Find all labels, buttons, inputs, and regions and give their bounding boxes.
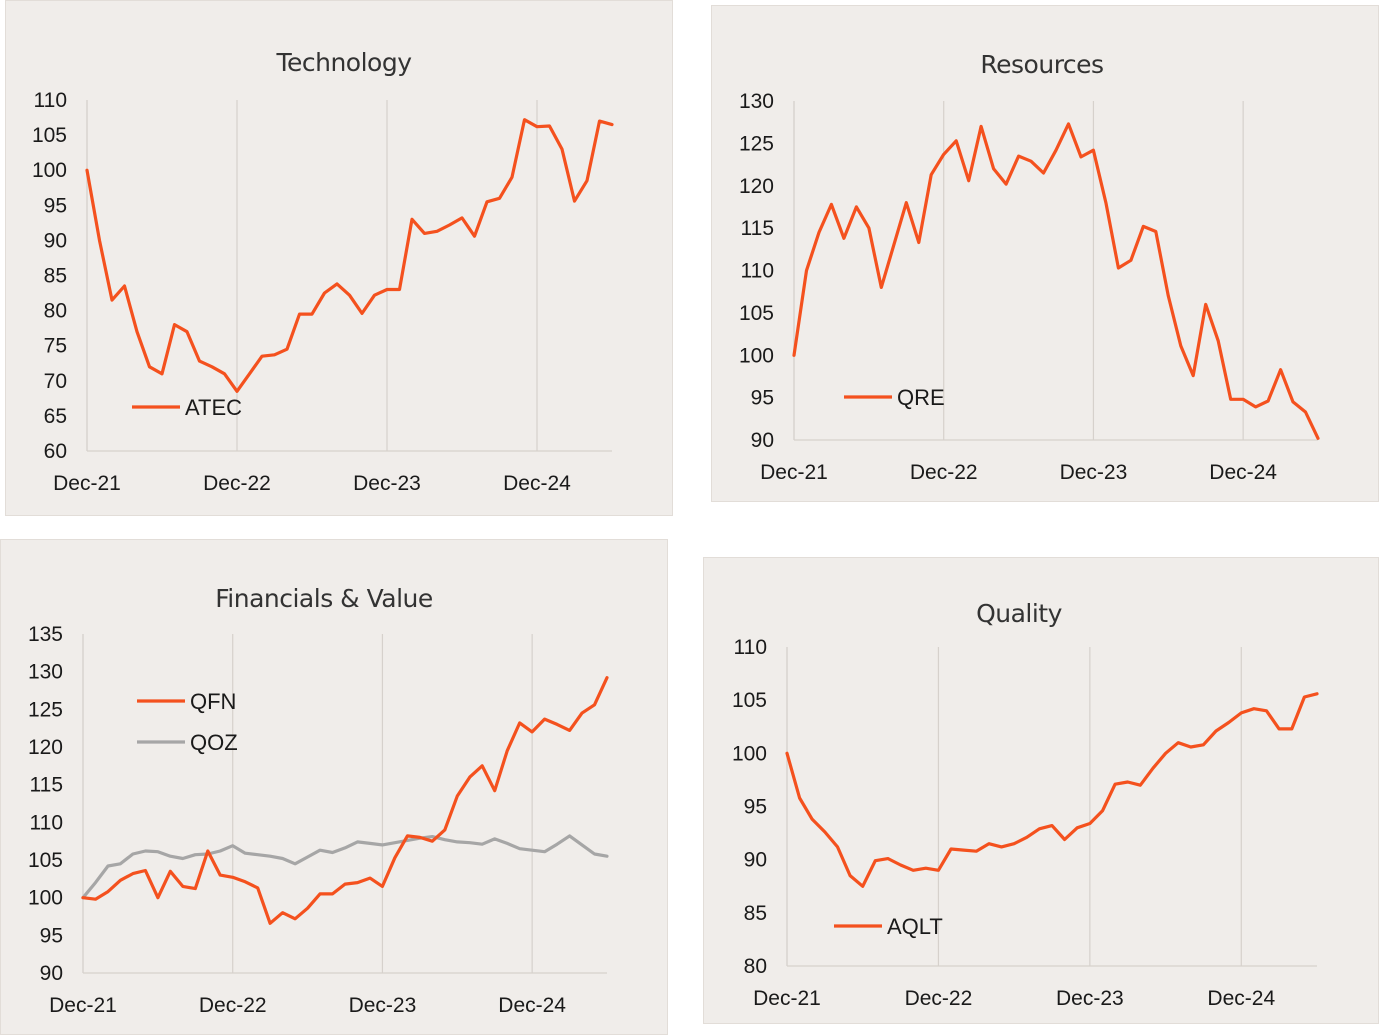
chart-resources: Resources 90 95 100 105 110 115 120 125 130 Dec-2… xyxy=(739,50,1320,484)
y-tick-label: 100 xyxy=(732,742,767,765)
x-tick-label: Dec-22 xyxy=(910,461,978,484)
legend-label: AQLT xyxy=(887,914,943,939)
y-tick-label: 95 xyxy=(751,387,774,410)
series-line-aqlt xyxy=(785,692,1319,888)
x-tick-label: Dec-22 xyxy=(905,987,973,1010)
x-tick-label: Dec-24 xyxy=(498,994,566,1017)
y-tick-label: 105 xyxy=(28,849,63,872)
chart-financials-value: Financials & Value 90 95 100 105 110 115 120 12… xyxy=(28,584,609,1017)
y-tick-label: 70 xyxy=(44,370,67,393)
y-tick-label: 75 xyxy=(44,335,67,358)
y-tick-label: 95 xyxy=(44,194,67,217)
x-tick-label: Dec-21 xyxy=(760,461,828,484)
gridlines xyxy=(786,647,1242,966)
y-tick-label: 100 xyxy=(28,887,63,910)
legend-item-qoz: QOZ xyxy=(137,730,238,755)
chart-panel-quality: Quality 80 85 90 95 100 105 110 Dec-21 Dec-22 Dec… xyxy=(703,557,1379,1024)
y-tick-label: 90 xyxy=(40,962,63,985)
y-tick-label: 105 xyxy=(732,689,767,712)
x-tick-label: Dec-24 xyxy=(503,472,571,495)
x-tick-label: Dec-21 xyxy=(753,987,821,1010)
legend-item-qfn: QFN xyxy=(137,689,236,714)
y-tick-label: 130 xyxy=(28,661,63,684)
chart-quality: Quality 80 85 90 95 100 105 110 Dec-21 Dec-22 Dec… xyxy=(732,599,1319,1010)
y-tick-label: 115 xyxy=(30,774,63,797)
x-tick-label: Dec-22 xyxy=(203,472,271,495)
y-tick-label: 60 xyxy=(44,440,67,463)
x-tick-label: Dec-22 xyxy=(199,994,267,1017)
series-line-qfn xyxy=(81,676,609,925)
y-tick-label: 85 xyxy=(744,902,767,925)
x-tick-label: Dec-21 xyxy=(49,994,117,1017)
x-tick-label: Dec-24 xyxy=(1207,987,1275,1010)
y-tick-label: 95 xyxy=(744,796,767,819)
series-line-qre xyxy=(792,122,1320,440)
gridlines xyxy=(793,101,1244,440)
y-tick-label: 95 xyxy=(40,924,63,947)
legend-item-atec: ATEC xyxy=(132,395,242,420)
y-tick-label: 80 xyxy=(744,955,767,978)
y-tick-label: 90 xyxy=(44,229,67,252)
y-tick-label: 65 xyxy=(44,405,67,428)
legend-item-qre: QRE xyxy=(844,385,945,410)
legend-label: QRE xyxy=(897,385,945,410)
y-tick-label: 110 xyxy=(34,89,67,112)
y-tick-label: 105 xyxy=(739,302,774,325)
chart-panel-technology: Technology 60 65 70 75 80 85 90 95 100 105 110 Dec-… xyxy=(5,0,673,516)
x-tick-label: Dec-23 xyxy=(1060,461,1128,484)
y-tick-label: 85 xyxy=(44,265,67,288)
legend-item-aqlt: AQLT xyxy=(834,914,943,939)
legend-label: QFN xyxy=(190,689,236,714)
series-line-atec xyxy=(85,118,614,393)
series-line-qoz xyxy=(81,834,609,900)
gridlines xyxy=(86,100,538,451)
chart-title: Technology xyxy=(275,48,412,77)
chart-title: Quality xyxy=(976,599,1063,628)
chart-title: Resources xyxy=(980,50,1103,79)
chart-title: Financials & Value xyxy=(215,584,433,613)
y-tick-label: 135 xyxy=(28,623,63,646)
gridlines xyxy=(82,634,533,973)
x-tick-label: Dec-23 xyxy=(353,472,421,495)
y-tick-label: 100 xyxy=(739,344,774,367)
y-tick-label: 125 xyxy=(739,132,774,155)
x-tick-label: Dec-21 xyxy=(53,472,121,495)
y-tick-label: 110 xyxy=(30,811,63,834)
y-tick-label: 110 xyxy=(741,260,774,283)
y-tick-label: 120 xyxy=(28,736,63,759)
chart-panel-financials-value: Financials & Value 90 95 100 105 110 115 120 12… xyxy=(0,539,668,1035)
x-tick-label: Dec-24 xyxy=(1209,461,1277,484)
y-tick-label: 90 xyxy=(744,849,767,872)
y-tick-label: 120 xyxy=(739,175,774,198)
chart-panel-resources: Resources 90 95 100 105 110 115 120 125 130 Dec-2… xyxy=(711,5,1379,502)
x-tick-label: Dec-23 xyxy=(349,994,417,1017)
y-tick-label: 90 xyxy=(751,429,774,452)
legend-label: QOZ xyxy=(190,730,238,755)
x-tick-label: Dec-23 xyxy=(1056,987,1124,1010)
y-tick-label: 125 xyxy=(28,698,63,721)
y-tick-label: 115 xyxy=(741,217,774,240)
y-tick-label: 100 xyxy=(32,159,67,182)
legend-label: ATEC xyxy=(185,395,242,420)
y-tick-label: 110 xyxy=(734,636,767,659)
y-tick-label: 130 xyxy=(739,90,774,113)
chart-technology: Technology 60 65 70 75 80 85 90 95 100 105 110 Dec-… xyxy=(32,48,614,495)
y-tick-label: 105 xyxy=(32,124,67,147)
y-tick-label: 80 xyxy=(44,300,67,323)
